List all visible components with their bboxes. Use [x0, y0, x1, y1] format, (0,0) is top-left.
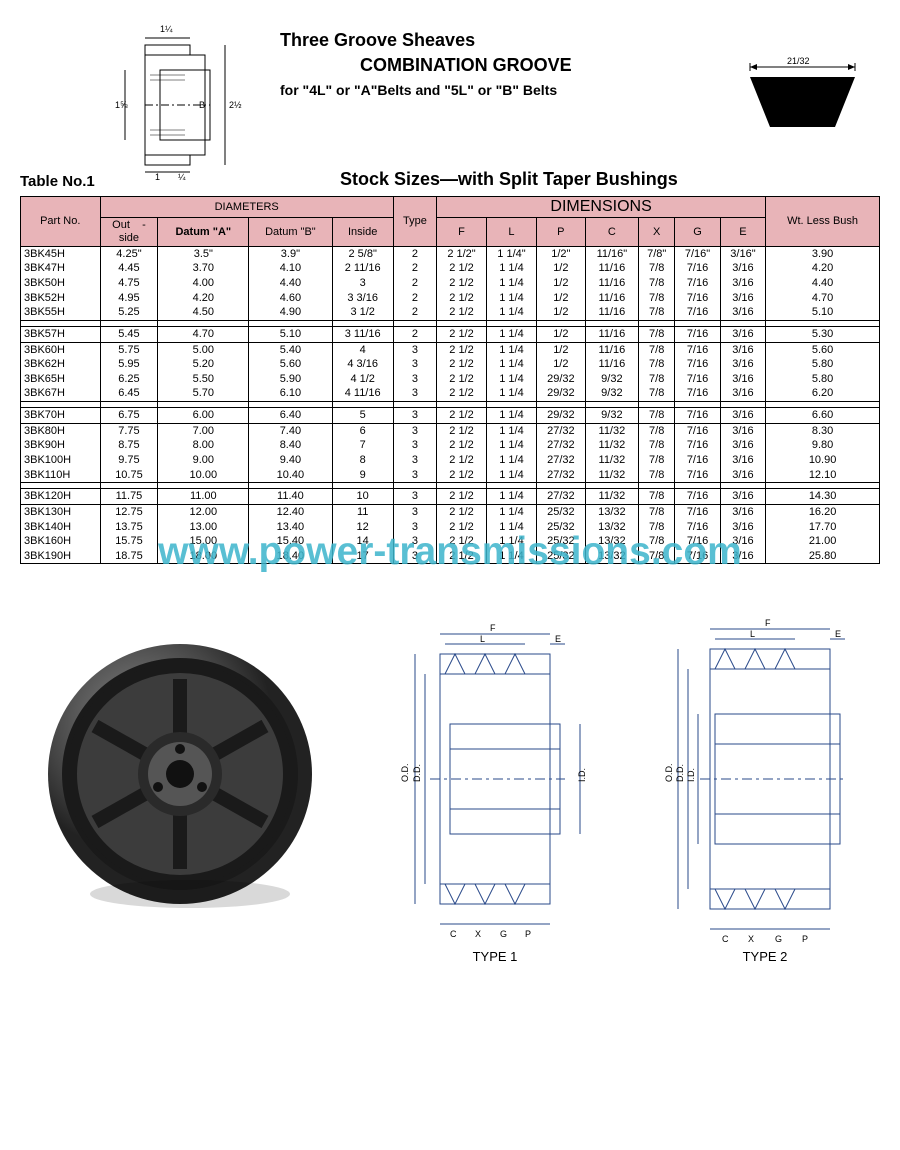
cell-part-no: 3BK57H	[21, 326, 101, 342]
type-2-drawing: F L E O.D. D.D. I.D. C X G P TYPE 2	[660, 594, 870, 964]
svg-text:I.D.: I.D.	[686, 768, 696, 782]
cell-part-no: 3BK50H	[21, 276, 101, 291]
svg-text:G: G	[775, 934, 782, 944]
cell-part-no: 3BK60H	[21, 342, 101, 357]
svg-text:L: L	[480, 634, 485, 644]
svg-text:¼: ¼	[178, 172, 186, 180]
table-row: 3BK65H6.255.505.904 1/232 1/21 1/429/329…	[21, 372, 880, 387]
svg-text:G: G	[500, 929, 507, 939]
table-row: 3BK47H4.453.704.102 11/1622 1/21 1/41/21…	[21, 261, 880, 276]
col-c: C	[585, 218, 638, 246]
cell-part-no: 3BK130H	[21, 504, 101, 519]
title-line-2: COMBINATION GROOVE	[360, 55, 572, 76]
cell-part-no: 3BK110H	[21, 468, 101, 483]
col-group-diameters: DIAMETERS	[100, 197, 393, 218]
cell-part-no: 3BK160H	[21, 534, 101, 549]
svg-text:1⅝: 1⅝	[115, 100, 128, 110]
type-2-label: TYPE 2	[660, 949, 870, 964]
col-outside: Out - side	[100, 218, 158, 246]
svg-text:X: X	[748, 934, 754, 944]
svg-text:C: C	[450, 929, 457, 939]
cell-part-no: 3BK140H	[21, 520, 101, 535]
table-row: 3BK130H12.7512.0012.401132 1/21 1/425/32…	[21, 504, 880, 519]
cell-part-no: 3BK65H	[21, 372, 101, 387]
svg-text:2½: 2½	[229, 100, 242, 110]
col-part-no: Part No.	[21, 197, 101, 247]
svg-text:D.D.: D.D.	[412, 764, 422, 782]
cell-part-no: 3BK90H	[21, 438, 101, 453]
cell-part-no: 3BK45H	[21, 246, 101, 261]
svg-text:D.D.: D.D.	[675, 764, 685, 782]
svg-text:1: 1	[155, 172, 160, 180]
svg-text:C: C	[722, 934, 729, 944]
col-group-dimensions: DIMENSIONS	[437, 197, 766, 218]
col-e: E	[720, 218, 765, 246]
cell-part-no: 3BK190H	[21, 549, 101, 564]
cell-part-no: 3BK70H	[21, 408, 101, 424]
svg-text:O.D.: O.D.	[400, 764, 410, 783]
svg-text:E: E	[835, 629, 841, 639]
col-datum-b: Datum "B"	[249, 218, 332, 246]
col-type: Type	[393, 197, 436, 247]
table-row: 3BK100H9.759.009.40832 1/21 1/427/3211/3…	[21, 453, 880, 468]
table-row: 3BK80H7.757.007.40632 1/21 1/427/3211/32…	[21, 423, 880, 438]
svg-text:I.D.: I.D.	[577, 768, 587, 782]
table-row: 3BK70H6.756.006.40532 1/21 1/429/329/327…	[21, 408, 880, 424]
cell-part-no: 3BK80H	[21, 423, 101, 438]
svg-text:P: P	[525, 929, 531, 939]
svg-text:B: B	[199, 100, 205, 110]
sheave-dimensions-table: Part No. DIAMETERS Type DIMENSIONS Wt. L…	[20, 196, 880, 564]
table-number-label: Table No.1	[20, 173, 95, 190]
cell-part-no: 3BK100H	[21, 453, 101, 468]
col-g: G	[675, 218, 720, 246]
svg-text:F: F	[765, 618, 771, 628]
table-row: 3BK110H10.7510.0010.40932 1/21 1/427/321…	[21, 468, 880, 483]
col-inside: Inside	[332, 218, 393, 246]
table-row: 3BK60H5.755.005.40432 1/21 1/41/211/167/…	[21, 342, 880, 357]
bushing-cross-section-drawing: 1¼ 1⅝ B 2½ 1 ¼	[115, 20, 245, 180]
svg-text:L: L	[750, 629, 755, 639]
table-row: 3BK190H18.7518.0018.401732 1/21 1/425/32…	[21, 549, 880, 564]
svg-text:X: X	[475, 929, 481, 939]
title-block: Three Groove Sheaves COMBINATION GROOVE …	[280, 30, 572, 98]
cell-part-no: 3BK52H	[21, 291, 101, 306]
col-p: P	[536, 218, 585, 246]
svg-text:1¼: 1¼	[160, 24, 173, 34]
col-wt: Wt. Less Bush	[766, 197, 880, 247]
table-row: 3BK52H4.954.204.603 3/1622 1/21 1/41/211…	[21, 291, 880, 306]
col-x: X	[639, 218, 675, 246]
cell-part-no: 3BK47H	[21, 261, 101, 276]
table-row: 3BK57H5.454.705.103 11/1622 1/21 1/41/21…	[21, 326, 880, 342]
table-row: 3BK45H4.25"3.5"3.9"2 5/8"22 1/2"1 1/4"1/…	[21, 246, 880, 261]
svg-text:21/32: 21/32	[787, 56, 810, 66]
title-line-1: Three Groove Sheaves	[280, 30, 572, 51]
cell-part-no: 3BK62H	[21, 357, 101, 372]
svg-text:O.D.: O.D.	[664, 764, 674, 783]
table-row: 3BK55H5.254.504.903 1/222 1/21 1/41/211/…	[21, 305, 880, 320]
svg-text:F: F	[490, 623, 496, 633]
svg-text:P: P	[802, 934, 808, 944]
pulley-photo	[40, 634, 320, 914]
cell-part-no: 3BK67H	[21, 386, 101, 401]
table-row: 3BK140H13.7513.0013.401232 1/21 1/425/32…	[21, 520, 880, 535]
table-row: 3BK90H8.758.008.40732 1/21 1/427/3211/32…	[21, 438, 880, 453]
stock-sizes-title: Stock Sizes—with Split Taper Bushings	[340, 169, 678, 190]
type-1-label: TYPE 1	[390, 949, 600, 964]
table-row: 3BK120H11.7511.0011.401032 1/21 1/427/32…	[21, 489, 880, 505]
belt-profile-drawing: 21/32	[735, 55, 870, 135]
svg-text:E: E	[555, 634, 561, 644]
type-1-drawing: F L E O.D. D.D. I.D. C X G P TYPE 1	[390, 594, 600, 964]
table-row: 3BK67H6.455.706.104 11/1632 1/21 1/429/3…	[21, 386, 880, 401]
title-line-3: for "4L" or "A"Belts and "5L" or "B" Bel…	[280, 82, 572, 98]
table-row: 3BK160H15.7515.0015.401432 1/21 1/425/32…	[21, 534, 880, 549]
cell-part-no: 3BK120H	[21, 489, 101, 505]
table-row: 3BK62H5.955.205.604 3/1632 1/21 1/41/211…	[21, 357, 880, 372]
cell-part-no: 3BK55H	[21, 305, 101, 320]
col-datum-a: Datum "A"	[158, 218, 249, 246]
table-row: 3BK50H4.754.004.40322 1/21 1/41/211/167/…	[21, 276, 880, 291]
col-f: F	[437, 218, 487, 246]
col-l: L	[487, 218, 537, 246]
